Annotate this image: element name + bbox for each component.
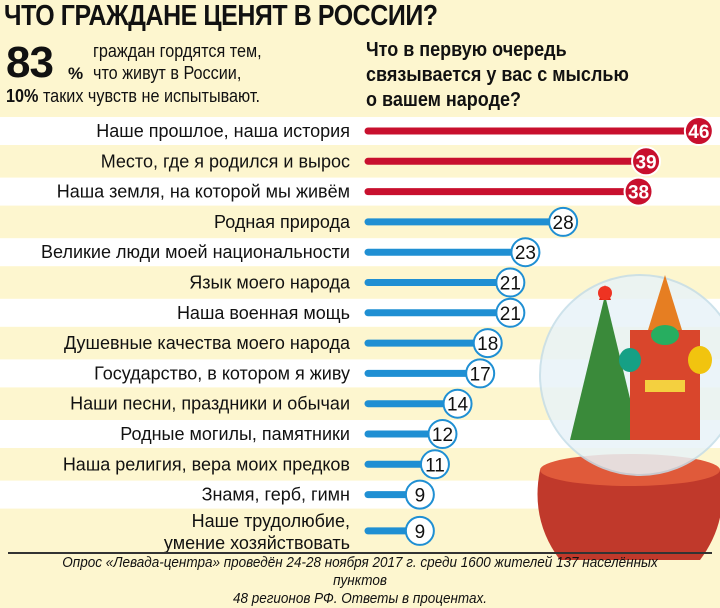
value-label: 17 [470, 364, 491, 385]
category-label: Язык моего народа [189, 273, 351, 293]
footer-note: Опрос «Левада-центра» проведён 24-28 ноя… [36, 554, 684, 608]
value-label: 21 [500, 274, 521, 295]
category-label: Наше прошлое, наша история [96, 121, 350, 141]
question-line-3: о вашем народе? [366, 88, 629, 113]
stat2-label: таких чувств не испытывают. [43, 86, 260, 106]
stat2-text: 10% таких чувств не испытывают. [6, 86, 260, 107]
footer-line-1: Опрос «Левада-центра» проведён 24-28 ноя… [36, 554, 684, 590]
snow-globe-illustration [538, 275, 720, 560]
question-line-2: связывается у вас с мыслью [366, 63, 629, 88]
value-label: 12 [432, 425, 453, 446]
category-label: Место, где я родился и вырос [101, 151, 350, 171]
category-label: Наша военная мощь [177, 303, 350, 323]
category-label: Родная природа [214, 212, 351, 232]
value-label: 14 [447, 395, 469, 416]
value-label: 38 [628, 183, 649, 204]
stat-unit: % [68, 64, 83, 84]
category-label: Знамя, герб, гимн [202, 485, 350, 505]
category-label: Государство, в котором я живу [94, 363, 350, 383]
stat2-value: 10% [6, 86, 38, 106]
value-label: 39 [635, 152, 656, 173]
category-label: Великие люди моей национальности [41, 242, 350, 262]
category-label: умение хозяйствовать [164, 533, 350, 553]
category-label: Наша религия, вера моих предков [63, 454, 350, 474]
value-label: 28 [553, 213, 574, 234]
stat-line-2: что живут в России, [93, 62, 262, 84]
stat-line-1: граждан гордятся тем, [93, 40, 262, 62]
stat-value: 83 [6, 38, 53, 88]
chart-question: Что в первую очередь связывается у вас с… [366, 38, 629, 113]
value-label: 9 [415, 522, 426, 543]
category-label: Душевные качества моего народа [64, 333, 351, 353]
value-label: 46 [688, 122, 709, 143]
value-label: 23 [515, 243, 536, 264]
value-label: 21 [500, 304, 521, 325]
stat-text: граждан гордятся тем, что живут в России… [93, 40, 262, 84]
category-label: Наша земля, на которой мы живём [57, 182, 350, 202]
category-label: Наши песни, праздники и обычаи [70, 394, 350, 414]
value-label: 9 [415, 486, 426, 507]
footer-line-2: 48 регионов РФ. Ответы в процентах. [36, 590, 684, 608]
value-label: 18 [477, 334, 498, 355]
value-label: 11 [425, 455, 445, 476]
page-title: ЧТО ГРАЖДАНЕ ЦЕНЯТ В РОССИИ? [4, 0, 438, 33]
category-label: Родные могилы, памятники [120, 424, 350, 444]
category-label: Наше трудолюбие, [192, 511, 350, 531]
question-line-1: Что в первую очередь [366, 38, 629, 63]
